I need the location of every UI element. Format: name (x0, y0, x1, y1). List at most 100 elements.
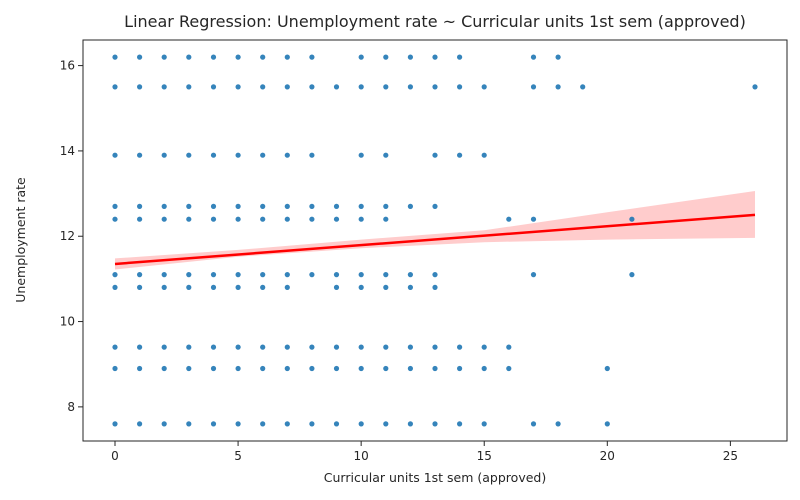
scatter-point (555, 54, 561, 60)
scatter-point (383, 152, 389, 158)
scatter-point (383, 54, 389, 60)
scatter-point (530, 216, 537, 222)
scatter-point (235, 284, 241, 290)
confidence-band-layer (115, 191, 755, 270)
scatter-point (260, 203, 266, 209)
scatter-point (309, 365, 315, 372)
scatter-point (752, 84, 758, 90)
scatter-point (210, 152, 217, 158)
scatter-point (137, 365, 143, 372)
scatter-point (358, 203, 364, 209)
scatter-point (284, 84, 290, 90)
regression-line-layer (114, 213, 756, 266)
scatter-point (383, 84, 389, 90)
scatter-point (432, 152, 438, 158)
scatter-point (210, 365, 217, 372)
scatter-point (284, 203, 290, 209)
scatter-point (457, 421, 463, 427)
x-tick-label: 20 (600, 449, 615, 463)
scatter-point (112, 203, 118, 209)
scatter-point (333, 216, 340, 222)
scatter-point (210, 54, 217, 60)
scatter-point (432, 54, 438, 60)
scatter-point (506, 216, 512, 222)
scatter-point (481, 421, 487, 427)
scatter-point (530, 84, 537, 90)
scatter-point (137, 152, 143, 158)
scatter-point (506, 344, 512, 350)
scatter-point (260, 284, 266, 290)
scatter-point (333, 272, 340, 278)
scatter-point (555, 84, 561, 90)
scatter-point (457, 54, 463, 60)
scatter-point (137, 272, 143, 278)
scatter-point (333, 365, 340, 372)
scatter-point (161, 421, 167, 427)
scatter-point (432, 272, 438, 278)
scatter-point (309, 421, 315, 427)
scatter-point (358, 365, 364, 372)
scatter-point (309, 54, 315, 60)
scatter-point (580, 84, 586, 90)
y-tick-label: 12 (60, 229, 75, 243)
scatter-point (235, 84, 241, 90)
scatter-point (112, 152, 118, 158)
scatter-point (383, 365, 389, 372)
scatter-point (457, 344, 463, 350)
scatter-point (432, 203, 438, 209)
scatter-point (161, 152, 167, 158)
scatter-point (210, 272, 217, 278)
scatter-point (235, 152, 241, 158)
scatter-point (161, 54, 167, 60)
y-tick-label: 14 (60, 144, 75, 158)
scatter-point (186, 203, 192, 209)
scatter-point (137, 203, 143, 209)
y-axis-ticks: 8 10 12 14 16 (60, 59, 83, 414)
scatter-point (161, 284, 167, 290)
scatter-point (186, 272, 192, 278)
x-tick-label: 10 (354, 449, 369, 463)
scatter-point (260, 216, 266, 222)
scatter-point (333, 203, 340, 209)
scatter-point (284, 344, 290, 350)
scatter-point (309, 84, 315, 90)
scatter-point (407, 54, 413, 60)
x-tick-label: 5 (234, 449, 242, 463)
scatter-point (457, 84, 463, 90)
scatter-point (309, 152, 315, 158)
scatter-point (112, 216, 118, 222)
scatter-point (186, 365, 192, 372)
scatter-point (358, 284, 364, 290)
scatter-point (284, 421, 290, 427)
scatter-point (407, 365, 413, 372)
scatter-point (210, 84, 217, 90)
scatter-point (284, 216, 290, 222)
scatter-point (284, 152, 290, 158)
scatter-point (358, 216, 364, 222)
regression-line (114, 213, 756, 266)
scatter-point (210, 344, 217, 350)
scatter-point (112, 365, 118, 372)
scatter-point (506, 365, 512, 372)
scatter-point (112, 272, 118, 278)
scatter-point (358, 84, 364, 90)
scatter-point (137, 421, 143, 427)
scatter-point (604, 421, 610, 427)
scatter-point (137, 54, 143, 60)
scatter-point (481, 365, 487, 372)
scatter-point (407, 203, 413, 209)
scatter-point (186, 54, 192, 60)
scatter-point (186, 421, 192, 427)
scatter-point (309, 344, 315, 350)
y-tick-label: 16 (60, 59, 75, 73)
chart-title: Linear Regression: Unemployment rate ~ C… (124, 12, 746, 31)
scatter-point (432, 344, 438, 350)
x-axis-label: Curricular units 1st sem (approved) (324, 470, 546, 485)
scatter-point (235, 272, 241, 278)
scatter-point (210, 216, 217, 222)
scatter-point (333, 344, 340, 350)
scatter-point (333, 421, 340, 427)
scatter-point (432, 365, 438, 372)
scatter-point (161, 365, 167, 372)
